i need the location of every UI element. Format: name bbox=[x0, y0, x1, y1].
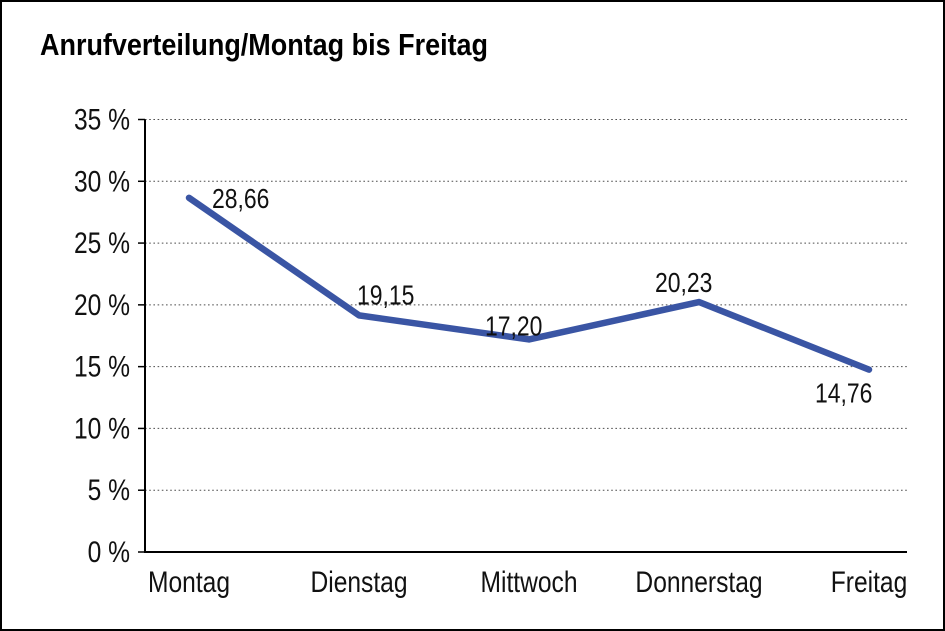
data-point-label: 19,15 bbox=[357, 280, 414, 311]
x-axis-label: Freitag bbox=[831, 565, 908, 599]
y-axis-label: 30 % bbox=[74, 164, 130, 198]
y-axis-label: 5 % bbox=[88, 473, 130, 507]
data-point-label: 28,66 bbox=[212, 184, 269, 215]
y-axis-label: 15 % bbox=[74, 349, 130, 383]
data-point-label: 14,76 bbox=[815, 379, 872, 410]
x-axis-label: Mittwoch bbox=[480, 565, 577, 599]
chart-title: Anrufverteilung/Montag bis Freitag bbox=[40, 27, 489, 62]
data-point-label: 17,20 bbox=[485, 311, 542, 342]
y-axis-label: 0 % bbox=[88, 535, 130, 569]
y-axis-label: 20 % bbox=[74, 288, 130, 322]
x-axis-label: Dienstag bbox=[310, 565, 407, 599]
y-axis-label: 35 % bbox=[74, 102, 130, 136]
x-axis-label: Donnerstag bbox=[635, 565, 762, 599]
x-axis-label: Montag bbox=[148, 565, 230, 599]
y-axis-label: 25 % bbox=[74, 226, 130, 260]
y-axis-label: 10 % bbox=[74, 411, 130, 445]
data-line-Anrufverteilung bbox=[185, 194, 873, 373]
data-point-label: 20,23 bbox=[655, 268, 712, 299]
